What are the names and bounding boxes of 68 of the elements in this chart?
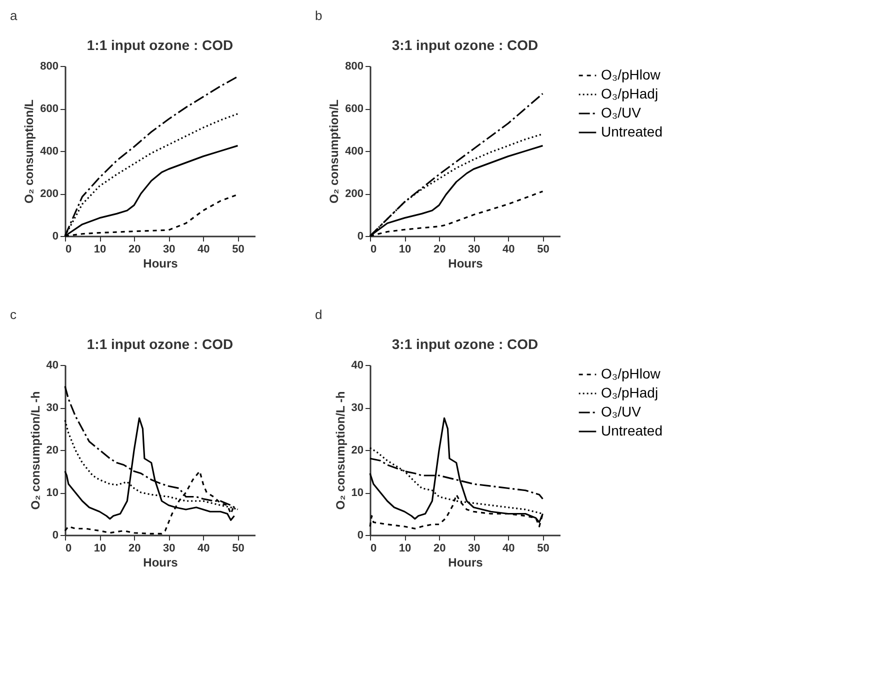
legend-label: O₃/pHadj: [601, 86, 658, 102]
legend-label: O₃/UV: [601, 104, 642, 120]
y-axis-title: O₂ consumption/L -h: [333, 391, 348, 510]
legend-label: Untreated: [601, 124, 662, 140]
y-tick-label: 200: [345, 188, 364, 200]
x-tick-label: 20: [433, 542, 446, 554]
y-tick-label: 800: [345, 60, 364, 72]
x-axis-title: Hours: [448, 556, 484, 570]
y-tick-label: 10: [46, 487, 58, 499]
x-tick-label: 20: [128, 542, 141, 554]
x-tick-label: 0: [66, 542, 72, 554]
x-tick-label: 40: [198, 542, 210, 554]
x-axis-title: Hours: [143, 556, 178, 570]
y-tick-label: 400: [345, 146, 364, 158]
x-tick-label: 30: [163, 542, 176, 554]
x-tick-label: 50: [537, 244, 550, 256]
legend-label: Untreated: [601, 422, 662, 438]
y-tick-label: 600: [345, 103, 364, 115]
x-tick-label: 10: [398, 244, 412, 256]
chart-title: 1:1 input ozone : COD: [86, 336, 234, 352]
x-tick-label: 10: [94, 244, 106, 256]
y-axis-title: O₂ consumption/L: [22, 100, 36, 204]
x-tick-label: 0: [66, 244, 72, 256]
y-tick-label: 400: [40, 146, 58, 158]
x-tick-label: 30: [468, 244, 480, 256]
x-tick-label: 40: [502, 542, 515, 554]
y-tick-label: 200: [40, 188, 58, 200]
x-tick-label: 0: [370, 244, 377, 256]
y-tick-label: 600: [40, 103, 58, 115]
y-tick-label: 0: [357, 230, 364, 242]
x-tick-label: 10: [94, 542, 106, 554]
text: a: [10, 8, 18, 23]
legend-label: O₃/pHadj: [601, 384, 658, 400]
y-tick-label: 30: [351, 402, 364, 414]
legend-label: O₃/pHlow: [601, 66, 662, 82]
x-tick-label: 40: [502, 244, 515, 256]
x-tick-label: 30: [468, 542, 480, 554]
x-tick-label: 50: [232, 542, 244, 554]
legend-label: O₃/UV: [601, 404, 642, 420]
x-tick-label: 10: [398, 542, 412, 554]
y-tick-label: 40: [46, 360, 58, 372]
x-tick-label: 20: [128, 244, 141, 256]
chart-title: 3:1 input ozone : COD: [392, 37, 538, 53]
x-tick-label: 0: [370, 542, 377, 554]
text: b: [315, 8, 322, 23]
legend-label: O₃/pHlow: [601, 366, 662, 382]
x-axis-title: Hours: [448, 256, 484, 270]
chart-title: 1:1 input ozone : COD: [86, 37, 234, 53]
y-axis-title: O₂ consumption/L: [327, 100, 342, 204]
x-tick-label: 20: [433, 244, 446, 256]
y-axis-title: O₂ consumption/L -h: [28, 391, 42, 510]
x-tick-label: 50: [232, 244, 244, 256]
chart-title: 3:1 input ozone : COD: [392, 336, 538, 352]
x-tick-label: 50: [537, 542, 550, 554]
text: c: [10, 307, 17, 322]
y-tick-label: 30: [46, 402, 58, 414]
x-tick-label: 40: [198, 244, 210, 256]
y-tick-label: 20: [351, 444, 364, 456]
y-tick-label: 0: [357, 530, 364, 542]
y-tick-label: 800: [40, 60, 58, 72]
y-tick-label: 20: [46, 444, 58, 456]
text: d: [315, 307, 322, 322]
y-tick-label: 40: [351, 360, 364, 372]
y-tick-label: 0: [52, 530, 58, 542]
x-tick-label: 30: [163, 244, 176, 256]
x-axis-title: Hours: [143, 256, 178, 270]
y-tick-label: 10: [351, 487, 364, 499]
y-tick-label: 0: [52, 230, 58, 242]
